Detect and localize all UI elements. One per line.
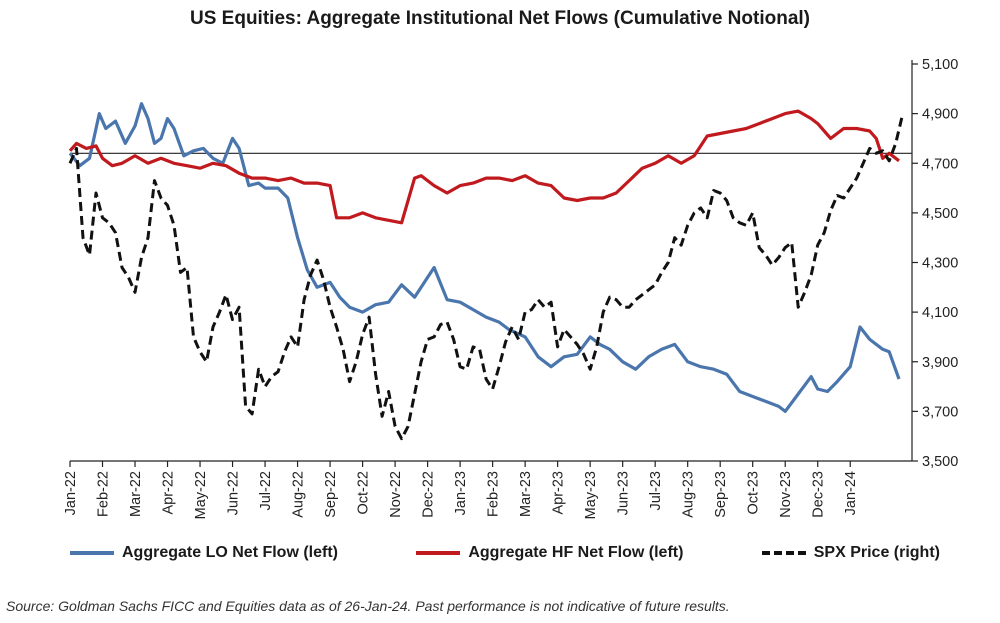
x-tick-label: Jun-23: [616, 471, 632, 515]
x-tick-label: Oct-22: [356, 471, 372, 515]
x-tick-label: Jul-23: [648, 471, 664, 511]
x-tick-label: Sep-23: [713, 471, 729, 518]
x-tick-label: Jan-23: [453, 471, 469, 515]
x-tick-label: Nov-23: [778, 471, 794, 518]
y-tick-label: 4,100: [922, 305, 958, 321]
chart-axes: 3,500 3,700 3,900 4,100 4,300 4,500 4,700 4,900…: [63, 57, 958, 519]
series-line-spx: [68, 115, 904, 441]
x-tick-label: Feb-23: [486, 471, 502, 517]
x-tick-label: Jan-22: [63, 471, 79, 515]
x-tick-label: Nov-22: [388, 471, 404, 518]
series-layer: [68, 102, 904, 441]
x-tick-label: Dec-23: [811, 471, 827, 518]
legend-swatch-spx: [761, 551, 806, 555]
x-tick-label: Mar-23: [518, 471, 534, 517]
chart-legend: Aggregate LO Net Flow (left) Aggregate H…: [70, 540, 940, 566]
y-tick-label: 5,100: [922, 57, 958, 73]
x-tick-label: Sep-22: [323, 471, 339, 518]
x-tick-label: Aug-23: [681, 471, 697, 518]
legend-item-lo: Aggregate LO Net Flow (left): [70, 544, 338, 562]
x-tick-label: Mar-22: [128, 471, 144, 517]
legend-swatch-hf: [416, 551, 461, 555]
y-tick-label: 4,900: [922, 107, 958, 123]
x-tick-label: May-22: [193, 471, 209, 519]
x-tick-label: Jun-22: [226, 471, 242, 515]
series-line-hf: [68, 109, 900, 225]
x-tick-label: Oct-23: [746, 471, 762, 515]
legend-swatch-lo: [70, 551, 114, 555]
y-tick-label: 4,500: [922, 206, 958, 222]
y-tick-label: 4,700: [922, 156, 958, 172]
x-tick-label: Apr-23: [551, 471, 567, 515]
source-note: Source: Goldman Sachs FICC and Equities …: [6, 598, 730, 614]
x-tick-label: Feb-22: [96, 471, 112, 517]
x-tick-label: May-23: [583, 471, 599, 519]
y-tick-label: 3,500: [922, 454, 958, 470]
legend-label-hf: Aggregate HF Net Flow (left): [468, 544, 684, 561]
x-tick-label: Jan-24: [843, 471, 859, 515]
legend-label-lo: Aggregate LO Net Flow (left): [122, 544, 338, 561]
x-tick-label: Aug-22: [291, 471, 307, 518]
legend-item-spx: SPX Price (right): [761, 544, 940, 562]
x-tick-label: Apr-22: [161, 471, 177, 515]
legend-item-hf: Aggregate HF Net Flow (left): [416, 544, 683, 562]
y-tick-label: 3,700: [922, 404, 958, 420]
chart-title: US Equities: Aggregate Institutional Net…: [190, 8, 810, 29]
y-tick-label: 3,900: [922, 355, 958, 371]
legend-label-spx: SPX Price (right): [813, 544, 940, 561]
x-tick-label: Jul-22: [258, 471, 274, 511]
y-tick-label: 4,300: [922, 256, 958, 272]
series-line-lo: [68, 102, 901, 413]
x-tick-label: Dec-22: [421, 471, 437, 518]
